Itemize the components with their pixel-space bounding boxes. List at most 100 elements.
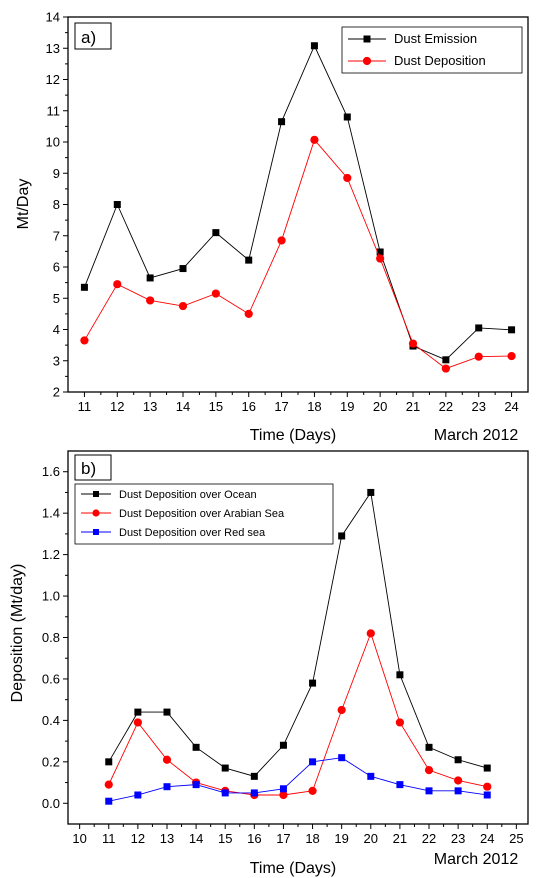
panel-b-series-1-point xyxy=(105,758,113,766)
panel-b-series-2-point xyxy=(337,705,346,715)
panel-b-x-tick-label: 16 xyxy=(247,831,261,846)
panel-b-x-tick-label: 25 xyxy=(509,831,523,846)
panel-b-x-tick-label: 10 xyxy=(72,831,86,846)
panel-a-x-tick-label: 13 xyxy=(143,399,157,414)
panel-a-y-tick-label: 12 xyxy=(46,72,60,87)
panel-b-series-2-point xyxy=(395,718,404,727)
panel-b-series-1-point xyxy=(396,671,404,679)
panel-b-series-2-point xyxy=(424,766,434,775)
panel-b-series-1-point xyxy=(163,708,171,716)
panel-b-y-tick-label: 0.2 xyxy=(42,754,60,769)
panel-a-series-1-point xyxy=(245,256,253,264)
panel-b-legend: Dust Deposition over Ocean Dust Depositio… xyxy=(74,483,334,545)
panel-b-x-annotation: March 2012 xyxy=(434,851,519,868)
panel-b-series-1-point xyxy=(338,532,346,540)
panel-a-x-tick-label: 24 xyxy=(504,399,518,414)
panel-a-y-tick-label: 9 xyxy=(53,166,60,181)
panel-b-legend-label: Dust Deposition over Red sea xyxy=(119,527,266,539)
panel-b-label-box xyxy=(74,454,112,481)
panel-b-series-2-point xyxy=(104,780,113,789)
panel-b-x-axis-title: Time (Days) xyxy=(250,860,337,877)
panel-b-series-2-point xyxy=(133,718,142,727)
panel-a-x-tick-label: 14 xyxy=(176,399,190,414)
panel-b-y-tick-label: 1.6 xyxy=(42,464,60,479)
panel-b-y-tick-label: 1.4 xyxy=(42,506,60,521)
panel-b-series-1-point xyxy=(221,764,229,772)
panel-b-legend-box xyxy=(74,483,334,545)
panel-b-y-tick-label: 0.6 xyxy=(42,671,60,686)
panel-a-legend-label: Dust Deposition xyxy=(394,53,486,68)
panel-a-series-1-point xyxy=(376,248,384,256)
panel-a-series-1-point xyxy=(508,326,516,334)
panel-b-y-tick-label: 1.0 xyxy=(42,589,60,604)
panel-a-series-2-point xyxy=(211,289,220,298)
panel-b-x-tick-label: 15 xyxy=(218,831,232,846)
panel-a-series-2-point xyxy=(441,364,450,373)
panel-b-legend-swatch-marker xyxy=(93,491,99,497)
panel-a-x-tick-label: 21 xyxy=(406,399,420,414)
panel-a-x-axis-title: Time (Days) xyxy=(250,427,337,444)
panel-b-series-1-point xyxy=(483,764,491,772)
panel-b-series-1-point xyxy=(309,679,317,687)
panel-a-y-tick-label: 13 xyxy=(46,41,60,56)
panel-b-series-1-line xyxy=(108,491,488,777)
panel-b-y-tick-label: 0.8 xyxy=(42,630,60,645)
panel-a-y-tick-label: 11 xyxy=(47,103,61,118)
panel-b-series-1-point xyxy=(279,741,287,749)
panel-a-series-1-point xyxy=(113,201,121,208)
panel-a-y-tick-label: 7 xyxy=(53,228,60,243)
panel-b-series-3-point xyxy=(163,783,171,791)
panel-a-x-tick-label: 11 xyxy=(78,399,92,414)
panel-b-series-1-point xyxy=(250,772,258,780)
panel-a-y-tick-label: 10 xyxy=(46,135,60,150)
panel-b-series-3-point xyxy=(221,789,229,797)
panel-b-series-2-line xyxy=(108,632,488,796)
panel-b-legend-swatch-marker xyxy=(92,509,100,517)
panel-a-series-1-point xyxy=(212,229,220,237)
panel-b-series-3-point xyxy=(105,797,113,805)
panel-b-series-3-point xyxy=(425,787,433,795)
panel-b-x-tick-label: 13 xyxy=(160,831,174,846)
panel-a-legend-swatch-marker xyxy=(363,35,371,43)
panel-a-y-axis-title: Mt/Day xyxy=(15,179,32,230)
panel-b-chart: 10 11 12 13 14 15 16 17 18 19 20 21 22 23 24 25 0.0 0.2 0.… xyxy=(9,450,529,877)
panel-a-legend-box xyxy=(341,26,523,74)
panel-b-x-tick-label: 11 xyxy=(102,831,116,846)
panel-a-series-1-point xyxy=(278,118,286,126)
panel-b-x-tick-label: 24 xyxy=(480,831,494,846)
panel-a-x-tick-label: 18 xyxy=(307,399,321,414)
panel-b-series-3-point xyxy=(454,787,462,795)
panel-b-x-tick-label: 19 xyxy=(334,831,348,846)
panel-b-label: b) xyxy=(81,459,96,478)
panel-a-y-tick-label: 2 xyxy=(53,385,60,400)
panel-a-series-1-point xyxy=(343,113,351,121)
panel-a-x-tick-label: 23 xyxy=(471,399,485,414)
panel-a-series-2-point xyxy=(343,173,352,183)
panel-a-label-box xyxy=(74,22,112,50)
panel-b-y-tick-label: 1.2 xyxy=(42,547,60,562)
panel-b-x-tick-label: 23 xyxy=(451,831,465,846)
panel-a-series-2-point xyxy=(113,280,122,289)
panel-b-x-tick-label: 17 xyxy=(276,831,290,846)
panel-b-series-2-point xyxy=(366,629,375,638)
panel-a-y-tick-label: 5 xyxy=(53,291,60,306)
panel-b-y-tick-label: 0.4 xyxy=(42,713,60,728)
panel-b-x-tick-label: 22 xyxy=(422,831,436,846)
panel-b-x-tick-label: 20 xyxy=(364,831,378,846)
panel-a-chart: 11 12 13 14 15 16 17 18 19 20 21 22 23 24234567891011… xyxy=(15,10,529,444)
panel-b-y-axis-title: Deposition (Mt/day) xyxy=(9,564,26,703)
panel-b-series-2-point xyxy=(454,776,463,785)
panel-b-series-1 xyxy=(105,488,491,780)
panel-b-series-2-point xyxy=(308,786,317,795)
panel-a-series-2-point xyxy=(178,301,188,311)
panel-a-series-1-point xyxy=(146,274,154,282)
panel-a-series-2-point xyxy=(80,336,89,345)
panel-b-series-3 xyxy=(105,754,491,805)
panel-b-series-3-point xyxy=(338,754,346,762)
panel-a-series-2-point xyxy=(146,296,155,305)
panel-b-series-3-point xyxy=(250,789,258,797)
panel-b-series-1-point xyxy=(134,708,142,716)
panel-a-series-1-point xyxy=(475,324,483,332)
panel-a-series-1-point xyxy=(80,283,88,291)
panel-a-x-tick-label: 15 xyxy=(209,399,223,414)
